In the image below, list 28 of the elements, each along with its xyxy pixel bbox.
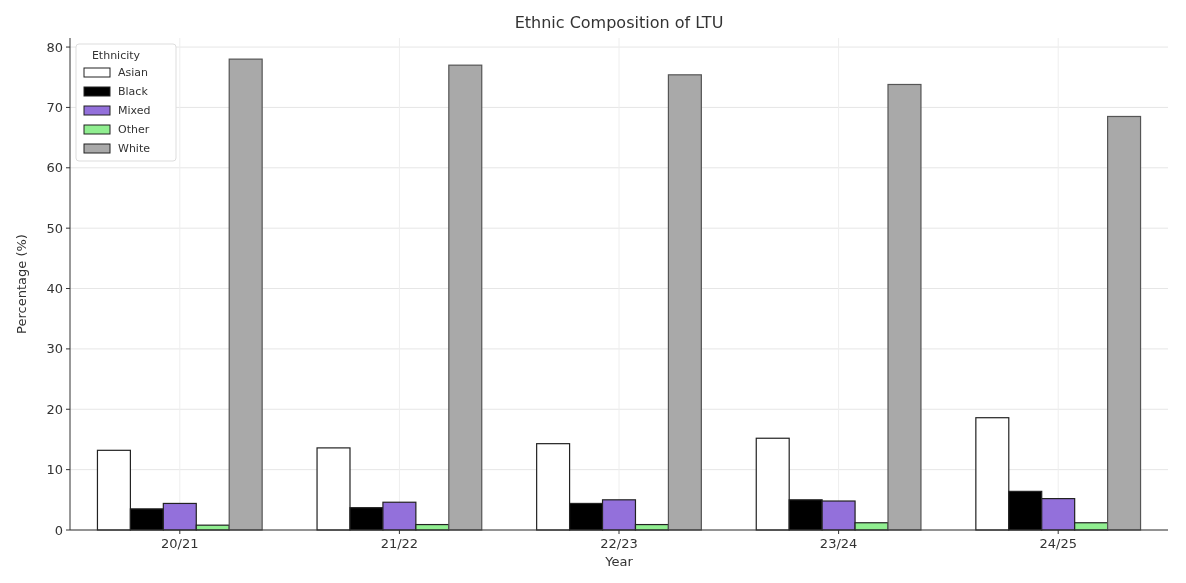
- legend-label: White: [118, 142, 151, 155]
- bar: [887, 83, 922, 531]
- chart-title: Ethnic Composition of LTU: [514, 13, 724, 32]
- x-tick-label: 22/23: [600, 536, 638, 551]
- y-tick-label: 20: [46, 401, 63, 417]
- legend-label: Asian: [118, 66, 149, 79]
- legend-label: Black: [118, 85, 149, 98]
- y-tick-label: 50: [46, 220, 63, 236]
- y-tick-label: 60: [46, 160, 63, 176]
- bar: [448, 64, 483, 531]
- bar: [1107, 115, 1142, 531]
- legend-title: Ethnicity: [91, 49, 141, 62]
- y-tick-label: 0: [54, 522, 63, 538]
- y-tick-label: 10: [46, 462, 63, 478]
- legend-label: Other: [118, 123, 150, 136]
- x-tick-label: 20/21: [161, 536, 199, 551]
- y-tick-label: 30: [46, 341, 63, 357]
- bar: [228, 58, 263, 531]
- bar: [667, 74, 702, 531]
- y-tick-label: 40: [46, 281, 63, 297]
- y-tick-label: 80: [46, 39, 63, 55]
- x-tick-label: 21/22: [380, 536, 419, 551]
- y-axis-title: Percentage (%): [14, 234, 29, 334]
- x-tick-label: 24/25: [1039, 536, 1077, 551]
- x-tick-label: 23/24: [819, 536, 858, 551]
- legend-label: Mixed: [118, 104, 151, 117]
- x-axis-title: Year: [604, 554, 634, 569]
- y-tick-label: 70: [46, 99, 63, 115]
